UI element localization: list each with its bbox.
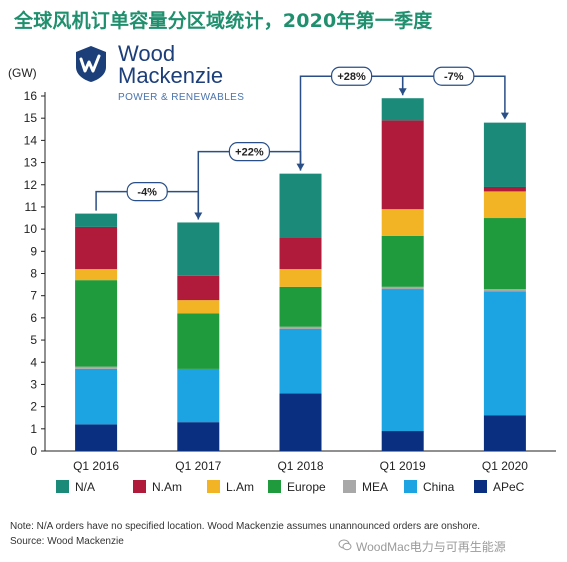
- legend-swatch: [268, 480, 281, 493]
- logo-subtitle: POWER & RENEWABLES: [118, 92, 245, 103]
- x-tick-label: Q1 2019: [380, 459, 426, 473]
- y-tick-label: 11: [25, 200, 38, 214]
- bar-segment: [381, 289, 424, 432]
- bar-segment: [177, 275, 220, 301]
- chart-source: Source: Wood Mackenzie: [10, 536, 124, 547]
- legend-label: N.Am: [152, 480, 182, 494]
- wood-mackenzie-logo-icon: [76, 46, 106, 82]
- legend-label: Europe: [287, 480, 326, 494]
- bar-segment: [279, 328, 322, 394]
- y-tick-label: 15: [24, 111, 38, 125]
- bar-segment: [279, 269, 322, 287]
- bar-segment: [483, 415, 526, 451]
- bar-segment: [279, 173, 322, 238]
- y-tick-label: 2: [30, 400, 37, 414]
- bar-segment: [279, 286, 322, 327]
- bar-segment: [75, 269, 118, 281]
- y-tick-label: 16: [24, 89, 38, 103]
- y-tick-label: 0: [30, 444, 37, 458]
- legend-swatch: [404, 480, 417, 493]
- y-tick-label: 8: [30, 267, 37, 281]
- bar-segment: [483, 122, 526, 187]
- y-tick-label: 1: [30, 422, 37, 436]
- logo-name-line2: Mackenzie: [118, 63, 224, 88]
- y-tick-label: 5: [30, 333, 37, 347]
- x-tick-label: Q1 2017: [175, 459, 221, 473]
- y-tick-label: 9: [30, 244, 37, 258]
- y-tick-label: 7: [30, 289, 37, 303]
- bar-segment: [75, 213, 118, 227]
- bar-segment: [381, 235, 424, 287]
- legend-swatch: [207, 480, 220, 493]
- bar-segment: [177, 313, 220, 369]
- x-tick-label: Q1 2018: [277, 459, 323, 473]
- y-tick-label: 14: [24, 133, 38, 147]
- bar-segment: [75, 368, 118, 425]
- y-tick-label: 10: [24, 222, 38, 236]
- bar-segment: [177, 368, 220, 423]
- growth-label: +22%: [235, 147, 264, 159]
- bar-segment: [279, 393, 322, 451]
- bar-segment: [279, 326, 322, 329]
- bar-segment: [75, 424, 118, 451]
- watermark-text: WoodMac电力与可再生能源: [356, 540, 506, 554]
- y-axis-label: (GW): [8, 66, 37, 80]
- y-tick-label: 4: [30, 355, 37, 369]
- growth-label: +28%: [337, 71, 366, 83]
- logo-wordmark: Wood Mackenzie: [118, 43, 223, 87]
- legend-label: MEA: [362, 480, 388, 494]
- growth-label-box: [331, 66, 373, 86]
- bar-segment: [381, 98, 424, 121]
- legend-swatch: [474, 480, 487, 493]
- legend-label: N/A: [75, 480, 95, 494]
- bar-segment: [75, 280, 118, 367]
- legend-label: China: [423, 480, 455, 494]
- y-tick-label: 6: [30, 311, 37, 325]
- growth-label: -4%: [137, 187, 157, 199]
- bar-segment: [177, 300, 220, 314]
- legend-swatch: [133, 480, 146, 493]
- chart-title: 全球风机订单容量分区域统计，2020年第一季度: [14, 10, 433, 32]
- bar-segment: [483, 191, 526, 219]
- bar-segment: [381, 120, 424, 210]
- bar-segment: [483, 186, 526, 192]
- bar-segment: [75, 226, 118, 270]
- growth-label-box: [228, 142, 270, 162]
- legend-label: L.Am: [226, 480, 254, 494]
- y-tick-label: 3: [30, 377, 37, 391]
- y-tick-label: 12: [24, 178, 38, 192]
- bar-segment: [381, 209, 424, 236]
- bar-segment: [75, 366, 118, 369]
- growth-arrowhead-icon: [500, 112, 509, 120]
- bar-segment: [483, 291, 526, 416]
- legend-swatch: [56, 480, 69, 493]
- bar-segment: [177, 222, 220, 276]
- growth-label-box: [433, 66, 475, 86]
- chart-note: Note: N/A orders have no specified locat…: [10, 521, 481, 532]
- wechat-icon: [338, 539, 352, 551]
- bar-segment: [483, 218, 526, 290]
- y-tick-label: 13: [24, 156, 38, 170]
- growth-label-box: [126, 181, 168, 202]
- growth-label: -7%: [444, 71, 464, 83]
- x-tick-label: Q1 2016: [73, 459, 119, 473]
- x-tick-label: Q1 2020: [482, 459, 528, 473]
- bar-segment: [381, 286, 424, 290]
- bar-segment: [279, 238, 322, 270]
- legend-label: APeC: [493, 480, 525, 494]
- bar-segment: [483, 289, 526, 292]
- logo-name-line1: Wood: [118, 41, 176, 66]
- legend-swatch: [343, 480, 356, 493]
- bar-segment: [381, 431, 424, 451]
- bar-segment: [177, 422, 220, 451]
